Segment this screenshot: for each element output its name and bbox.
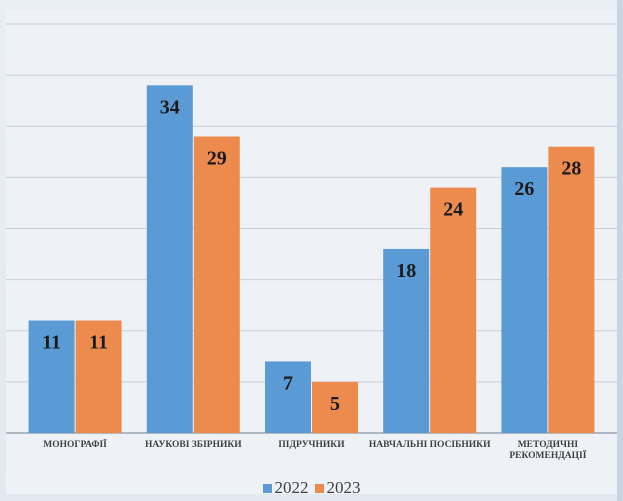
category-label-4-line0: МЕТОДИЧНІ	[518, 440, 579, 450]
category-label-2: ПІДРУЧНИКИ	[278, 440, 345, 450]
data-label-2023-4: 28	[561, 158, 581, 180]
bar-2023-4	[548, 146, 595, 433]
legend-item-2023: 2023	[314, 478, 361, 498]
category-label-1: НАУКОВІ ЗБІРНИКИ	[145, 440, 242, 450]
bar-2023-2	[312, 381, 358, 433]
bar-2023-1	[193, 136, 240, 433]
data-label-2023-2: 5	[330, 393, 340, 415]
legend-swatch-2022	[262, 483, 272, 493]
bar-2022-4	[501, 167, 548, 433]
bar-2023-0	[75, 320, 122, 433]
data-label-2022-0: 11	[42, 332, 61, 354]
category-label-3: НАВЧАЛЬНІ ПОСІБНИКИ	[369, 440, 491, 450]
legend-label-2022: 2022	[274, 478, 309, 497]
data-label-2022-3: 18	[396, 260, 416, 282]
bar-2022-2	[265, 361, 311, 433]
bar-2022-3	[383, 248, 430, 433]
bar-2022-1	[146, 85, 193, 433]
legend-item-2022: 2022	[262, 478, 309, 498]
legend-swatch-2023	[314, 483, 324, 493]
category-label-4-line1: РЕКОМЕНДАЦІЇ	[509, 448, 586, 461]
legend-label-2023: 2023	[326, 478, 361, 497]
bar-2022-0	[28, 320, 75, 433]
data-label-2023-3: 24	[443, 199, 463, 221]
category-label-0: МОНОГРАФІЇ	[43, 437, 107, 450]
data-label-2022-2: 7	[283, 372, 293, 394]
data-label-2022-1: 34	[160, 96, 180, 118]
bar-2023-3	[430, 187, 477, 433]
data-label-2023-1: 29	[207, 147, 227, 169]
data-label-2023-0: 11	[89, 332, 108, 354]
legend: 2022 2023	[0, 478, 623, 498]
data-label-2022-4: 26	[514, 178, 534, 200]
